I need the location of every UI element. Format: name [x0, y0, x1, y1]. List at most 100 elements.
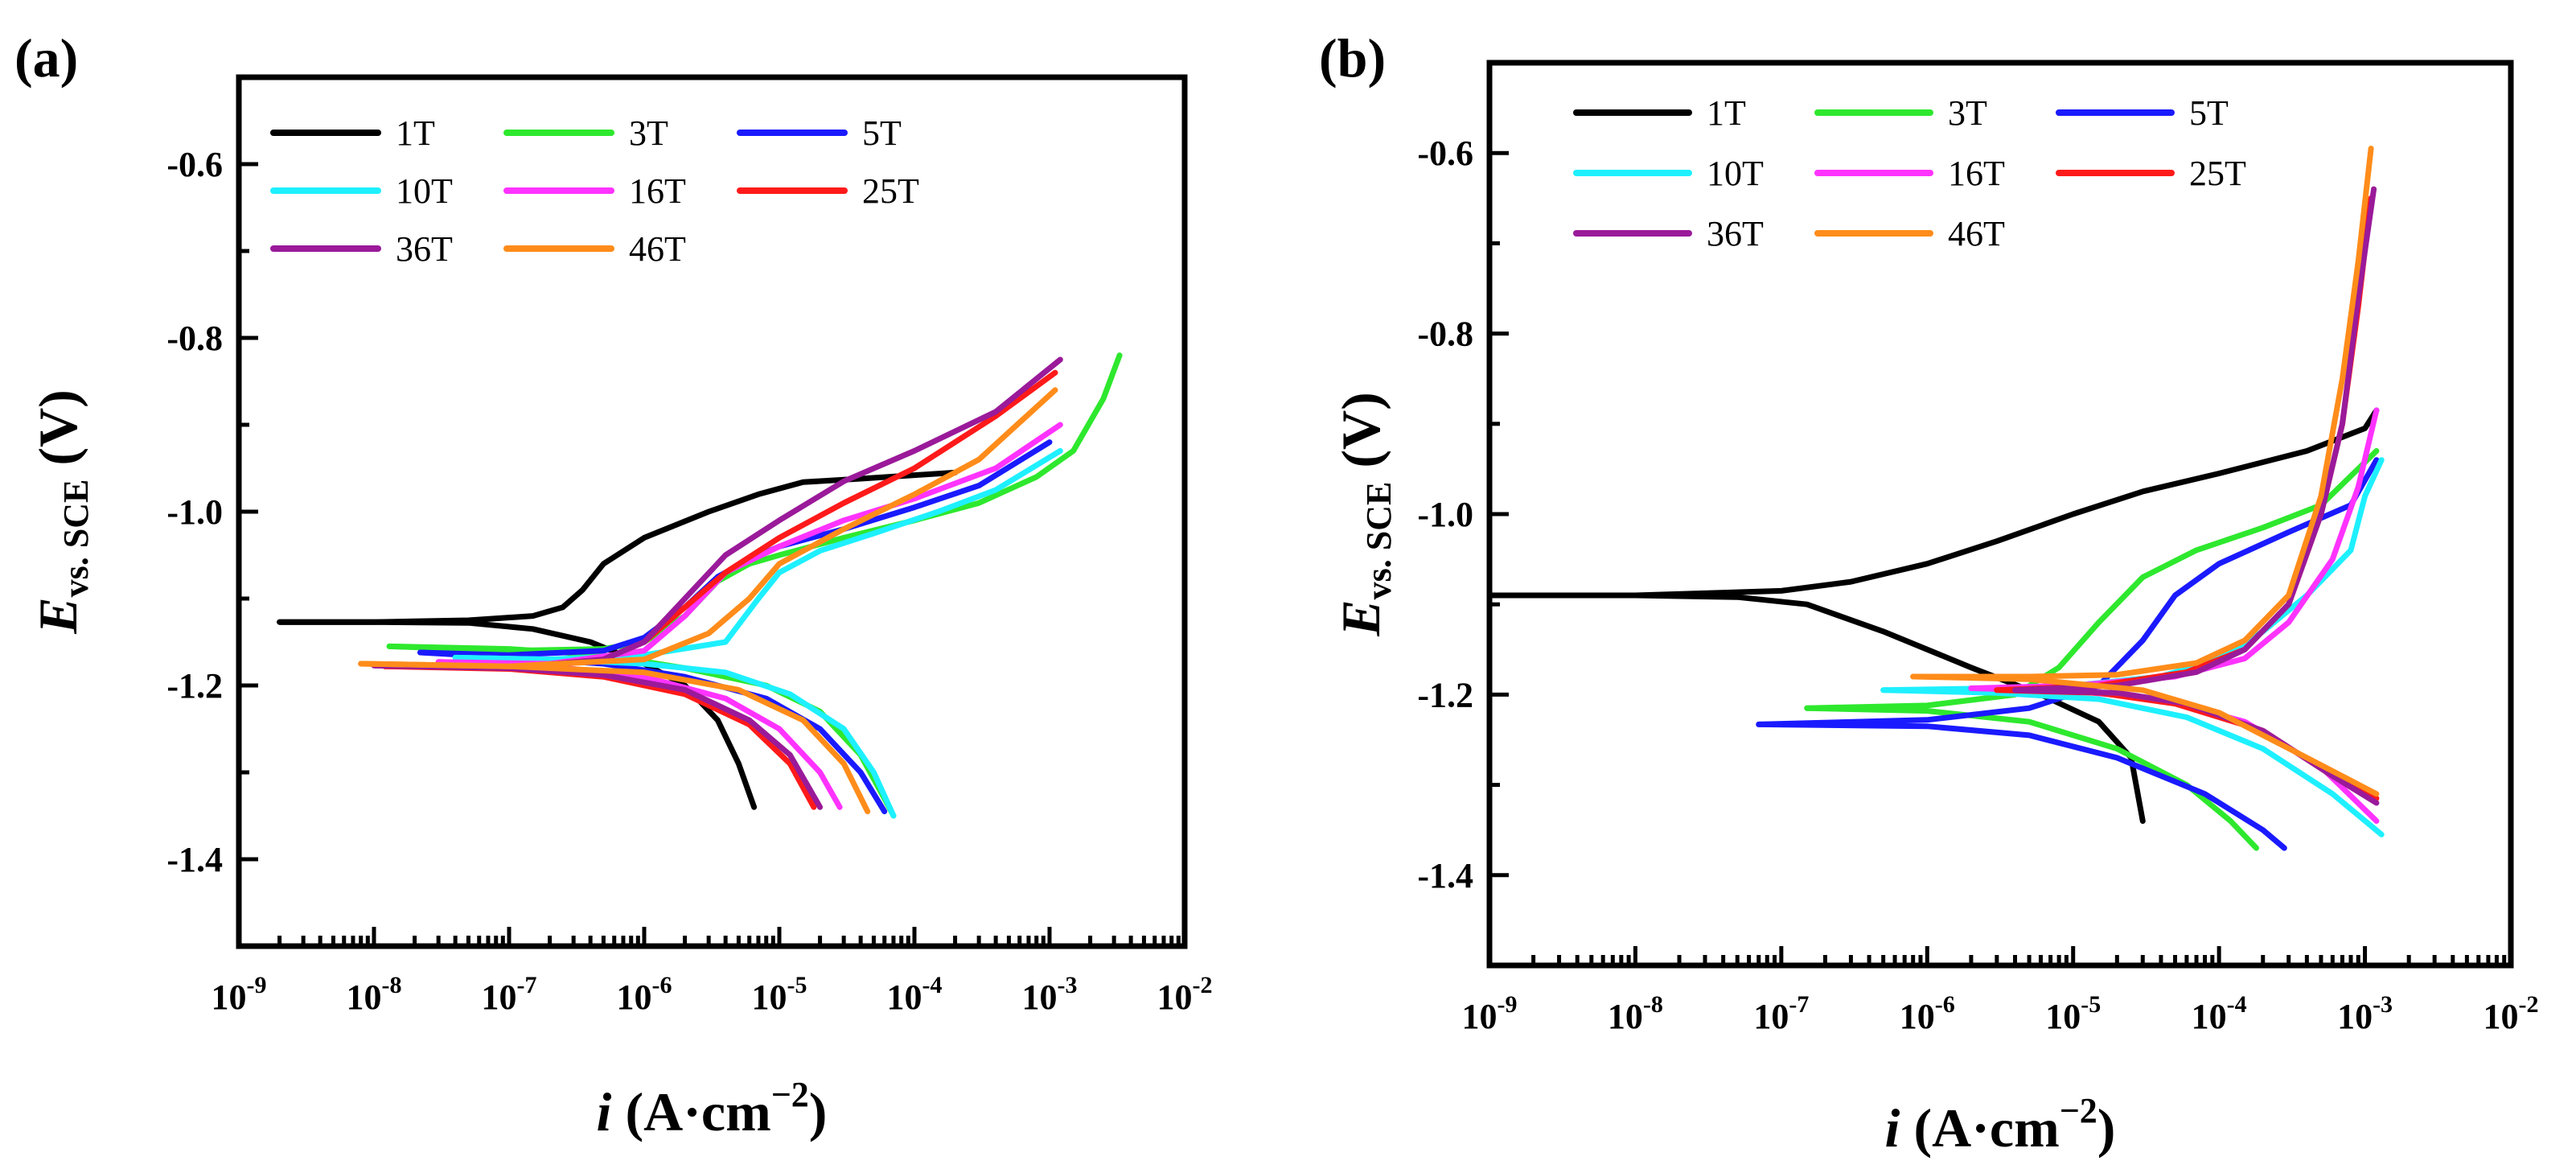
- x-tick-exponent: -2: [2519, 991, 2539, 1018]
- x-axis-ticks: [236, 927, 1187, 946]
- x-tick-base: 10: [617, 977, 652, 1017]
- x-tick-exponent: -8: [1643, 991, 1663, 1018]
- series-46t-anodic-line: [1910, 146, 2374, 680]
- y-tick-label: -1.0: [1417, 495, 1473, 534]
- x-tick-label: 10-7: [1753, 991, 1809, 1036]
- x-tick-exponent: -6: [652, 972, 672, 998]
- x-axis-ticks: [1487, 946, 2513, 965]
- x-tick-exponent: -9: [1498, 991, 1518, 1018]
- data-curves: [277, 352, 1123, 819]
- y-tick-label: -0.6: [1417, 134, 1473, 173]
- x-tick-base: 10: [887, 977, 922, 1017]
- y-axis-title: Evs. SCE (V): [1330, 392, 1399, 636]
- y-tick-label: -0.8: [166, 319, 223, 358]
- legend-label-3t: 3T: [629, 113, 668, 153]
- x-axis-title-italic: i: [597, 1081, 612, 1142]
- x-tick-base: 10: [2337, 997, 2373, 1036]
- x-tick-base: 10: [1608, 997, 1643, 1036]
- legend-label-3t: 3T: [1948, 93, 1987, 133]
- y-axis-ticks: [1489, 60, 1509, 968]
- x-tick-exponent: -6: [1935, 991, 1955, 1018]
- series-3t-cathodic-line: [1804, 705, 2259, 851]
- x-tick-label: 10-4: [887, 972, 943, 1017]
- legend-label-46t: 46T: [629, 229, 686, 269]
- x-tick-exponent: -4: [922, 972, 943, 998]
- y-tick-label: -1.2: [1417, 675, 1473, 714]
- series-3t-anodic-line: [1804, 448, 2380, 711]
- x-tick-label: 10-7: [482, 972, 537, 1017]
- y-axis-title-italic: E: [1330, 599, 1391, 636]
- x-tick-exponent: -7: [1789, 991, 1809, 1018]
- x-axis-title-italic: i: [1885, 1097, 1900, 1159]
- x-axis-title-close: ): [809, 1081, 828, 1142]
- x-axis-title-close: ): [2097, 1097, 2116, 1159]
- x-axis-title-sup: −2: [2060, 1091, 2097, 1130]
- legend: 1T 3T 5T 10T 16T 25T 36T 46T: [270, 113, 919, 269]
- y-tick-label: -1.4: [166, 840, 223, 879]
- y-tick-label: -1.0: [166, 492, 223, 532]
- legend-label-16t: 16T: [1948, 154, 2005, 193]
- x-tick-exponent: -3: [1058, 972, 1078, 998]
- series-5t-cathodic-line: [1756, 721, 2287, 851]
- x-axis-title-sup: −2: [771, 1075, 809, 1114]
- x-tick-base: 10: [1753, 997, 1789, 1036]
- x-tick-base: 10: [1157, 977, 1193, 1017]
- legend-label-25t: 25T: [2189, 154, 2246, 193]
- x-tick-label: 10-3: [2337, 991, 2393, 1036]
- x-tick-base: 10: [2192, 997, 2227, 1036]
- x-tick-base: 10: [347, 977, 382, 1017]
- x-tick-base: 10: [482, 977, 517, 1017]
- x-tick-base: 10: [752, 977, 787, 1017]
- x-tick-base: 10: [1022, 977, 1058, 1017]
- legend-label-5t: 5T: [862, 113, 902, 153]
- x-tick-label: 10-6: [1900, 991, 1955, 1036]
- y-axis-title-sub: vs. SCE: [56, 479, 96, 598]
- x-tick-label: 10-3: [1022, 972, 1078, 1017]
- y-tick-label: -1.2: [166, 666, 223, 706]
- x-tick-label: 10-4: [2192, 991, 2247, 1036]
- x-tick-label: 10-9: [1462, 991, 1518, 1036]
- y-tick-label: -1.4: [1417, 856, 1473, 895]
- x-tick-exponent: -3: [2373, 991, 2393, 1018]
- x-axis-title: i (A·cm−2): [597, 1075, 828, 1142]
- x-tick-label: 10-6: [617, 972, 672, 1017]
- y-axis-title: Evs. SCE (V): [27, 389, 96, 634]
- x-tick-base: 10: [1900, 997, 1935, 1036]
- y-tick-label: -0.8: [1417, 315, 1473, 354]
- legend: 1T 3T 5T 10T 16T 25T 36T 46T: [1573, 93, 2246, 253]
- series-16t-anodic-line: [1968, 407, 2380, 691]
- x-tick-label: 10-2: [1157, 972, 1213, 1017]
- x-tick-exponent: -5: [2081, 991, 2101, 1018]
- x-tick-label: 10-2: [2484, 991, 2539, 1036]
- legend-label-5t: 5T: [2189, 93, 2229, 133]
- series-46t-anodic-line: [358, 387, 1058, 669]
- x-tick-label: 10-8: [347, 972, 402, 1017]
- panel-b: (b)10-9 10-8 10-7 10-6 10-5 10-4 10-3 10-2-1.4-…: [1319, 27, 2539, 1159]
- x-axis-title-unit: (A·cm: [611, 1081, 770, 1142]
- legend-label-36t: 36T: [1707, 214, 1764, 253]
- legend-label-36t: 36T: [396, 229, 453, 269]
- x-tick-exponent: -4: [2227, 991, 2247, 1018]
- legend-label-46t: 46T: [1948, 214, 2005, 253]
- y-axis-title-unit: (V): [27, 389, 88, 479]
- y-tick-label: -0.6: [166, 145, 223, 184]
- legend-label-16t: 16T: [629, 171, 686, 211]
- x-tick-exponent: -8: [382, 972, 402, 998]
- legend-label-1t: 1T: [1707, 93, 1746, 133]
- x-tick-base: 10: [2484, 997, 2519, 1036]
- x-tick-base: 10: [212, 977, 247, 1017]
- x-axis-title: i (A·cm−2): [1885, 1091, 2116, 1159]
- data-curves: [1489, 146, 2385, 851]
- series-25t-anodic-line: [1994, 195, 2374, 694]
- y-axis-title-italic: E: [27, 597, 88, 634]
- x-tick-base: 10: [2045, 997, 2081, 1036]
- y-axis-title-unit: (V): [1330, 392, 1391, 481]
- x-tick-exponent: -7: [517, 972, 537, 998]
- y-axis-title-sub: vs. SCE: [1359, 482, 1399, 600]
- x-axis-title-unit: (A·cm: [1900, 1097, 2059, 1159]
- legend-label-10t: 10T: [396, 171, 453, 211]
- y-axis-ticks: [239, 75, 258, 949]
- x-tick-label: 10-9: [212, 972, 267, 1017]
- legend-label-10t: 10T: [1707, 154, 1764, 193]
